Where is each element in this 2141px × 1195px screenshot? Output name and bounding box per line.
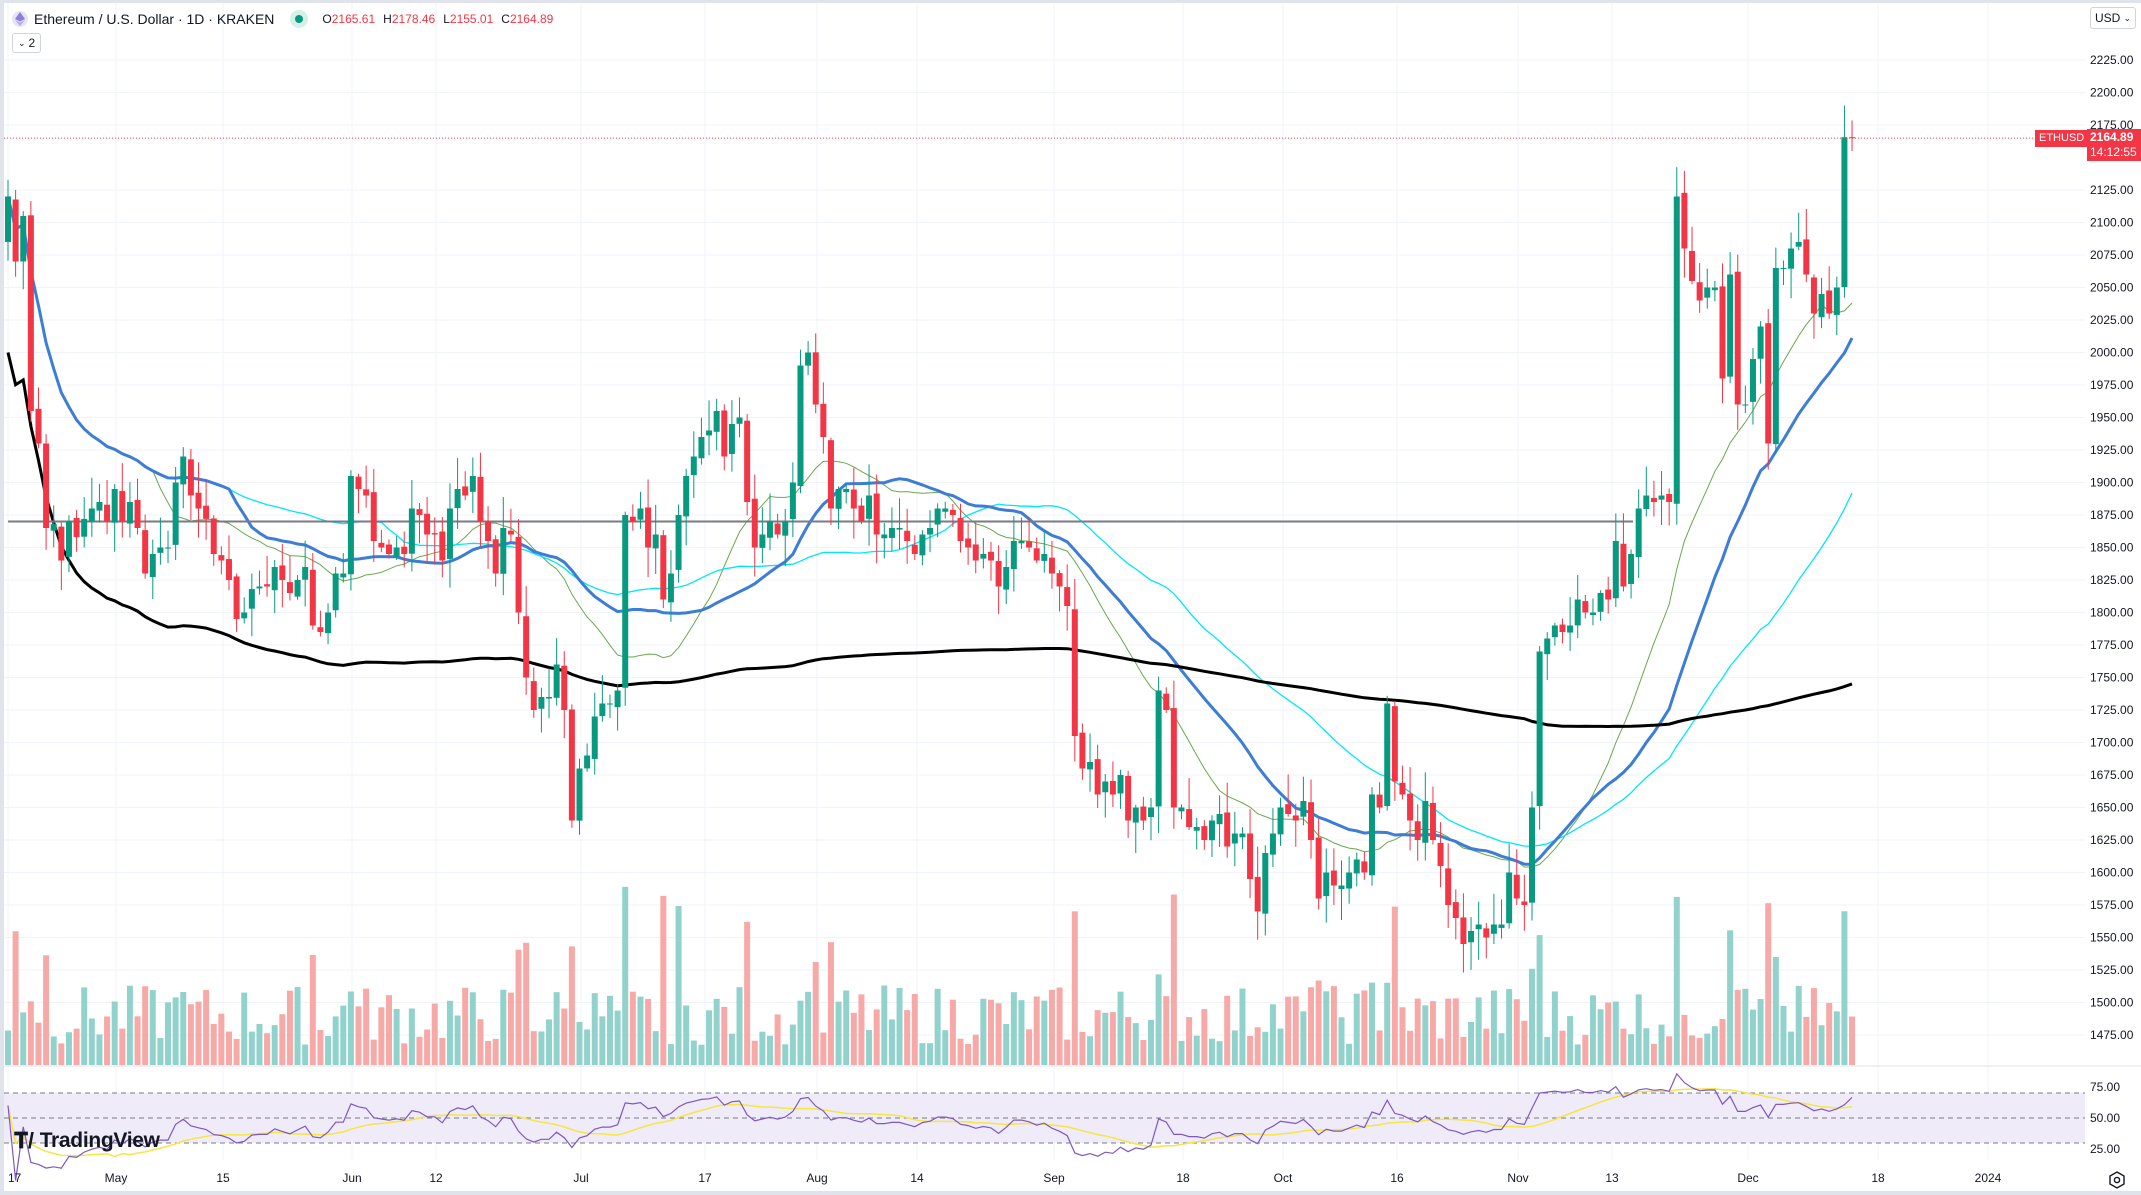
svg-text:2025.00: 2025.00 bbox=[2090, 313, 2134, 327]
bar-countdown: 14:12:55 bbox=[2090, 145, 2137, 159]
svg-text:2024: 2024 bbox=[1975, 1171, 2002, 1185]
currency-select[interactable]: USD ⌄ bbox=[2090, 7, 2136, 29]
volume-bars bbox=[5, 886, 1856, 1065]
svg-text:18: 18 bbox=[1871, 1171, 1885, 1185]
ma-20-line bbox=[7, 196, 1853, 868]
svg-text:1975.00: 1975.00 bbox=[2090, 378, 2134, 392]
svg-text:1900.00: 1900.00 bbox=[2090, 476, 2134, 490]
symbol-price-label: ETHUSD bbox=[2035, 130, 2089, 147]
indicators-collapse-button[interactable]: ⌄ 2 bbox=[12, 33, 42, 53]
svg-text:Jun: Jun bbox=[342, 1171, 361, 1185]
svg-text:50.00: 50.00 bbox=[2090, 1111, 2120, 1125]
rsi-line bbox=[7, 1072, 1853, 1181]
left-border bbox=[0, 0, 4, 1195]
ohlc-open: O2165.61 bbox=[322, 12, 376, 26]
svg-text:17: 17 bbox=[698, 1171, 712, 1185]
svg-text:1650.00: 1650.00 bbox=[2090, 801, 2134, 815]
tradingview-logo[interactable]: 𝐓/ TradingView bbox=[14, 1128, 160, 1153]
svg-text:75.00: 75.00 bbox=[2090, 1080, 2120, 1094]
svg-text:Jul: Jul bbox=[573, 1171, 588, 1185]
svg-text:2175.00: 2175.00 bbox=[2090, 118, 2134, 132]
chart-legend-header: Ethereum / U.S. Dollar · 1D · KRAKEN O21… bbox=[12, 8, 561, 30]
ohlc-low: L2155.01 bbox=[443, 12, 494, 26]
svg-text:1550.00: 1550.00 bbox=[2090, 931, 2134, 945]
tradingview-mark-icon: 𝐓/ bbox=[14, 1128, 34, 1153]
svg-text:2125.00: 2125.00 bbox=[2090, 183, 2134, 197]
svg-text:2050.00: 2050.00 bbox=[2090, 281, 2134, 295]
chevron-down-icon: ⌄ bbox=[18, 37, 26, 48]
svg-text:1775.00: 1775.00 bbox=[2090, 638, 2134, 652]
svg-text:14: 14 bbox=[910, 1171, 924, 1185]
ohlc-close: C2164.89 bbox=[501, 12, 554, 26]
svg-text:1925.00: 1925.00 bbox=[2090, 443, 2134, 457]
svg-text:2200.00: 2200.00 bbox=[2090, 86, 2134, 100]
svg-text:1950.00: 1950.00 bbox=[2090, 411, 2134, 425]
svg-text:25.00: 25.00 bbox=[2090, 1142, 2120, 1156]
svg-text:Oct: Oct bbox=[1274, 1171, 1293, 1185]
last-price-tag: 2164.89 14:12:55 bbox=[2087, 129, 2141, 161]
svg-text:1525.00: 1525.00 bbox=[2090, 963, 2134, 977]
svg-text:1875.00: 1875.00 bbox=[2090, 508, 2134, 522]
svg-text:16: 16 bbox=[1390, 1171, 1404, 1185]
svg-text:Nov: Nov bbox=[1507, 1171, 1528, 1185]
time-axis[interactable]: 17 May 15 Jun 12 Jul 17 Aug 14 Sep 18 Oct 16 Nov 13 Dec… bbox=[8, 1171, 2002, 1185]
svg-text:Dec: Dec bbox=[1737, 1171, 1758, 1185]
svg-text:18: 18 bbox=[1176, 1171, 1190, 1185]
svg-text:1850.00: 1850.00 bbox=[2090, 541, 2134, 555]
ohlc-high: H2178.46 bbox=[383, 12, 436, 26]
svg-text:1475.00: 1475.00 bbox=[2090, 1028, 2134, 1042]
settings-gear-icon[interactable] bbox=[2107, 1170, 2127, 1190]
market-open-status-icon bbox=[290, 10, 309, 28]
svg-text:May: May bbox=[105, 1171, 128, 1185]
svg-text:2100.00: 2100.00 bbox=[2090, 216, 2134, 230]
svg-text:1625.00: 1625.00 bbox=[2090, 833, 2134, 847]
svg-text:1575.00: 1575.00 bbox=[2090, 898, 2134, 912]
svg-text:1700.00: 1700.00 bbox=[2090, 736, 2134, 750]
svg-text:2000.00: 2000.00 bbox=[2090, 346, 2134, 360]
svg-text:2225.00: 2225.00 bbox=[2090, 53, 2134, 67]
svg-text:13: 13 bbox=[1605, 1171, 1619, 1185]
currency-label: USD bbox=[2095, 11, 2121, 25]
symbol-title[interactable]: Ethereum / U.S. Dollar · 1D · KRAKEN bbox=[34, 11, 275, 27]
svg-text:1600.00: 1600.00 bbox=[2090, 866, 2134, 880]
svg-text:1750.00: 1750.00 bbox=[2090, 671, 2134, 685]
svg-text:15: 15 bbox=[216, 1171, 230, 1185]
svg-text:2075.00: 2075.00 bbox=[2090, 248, 2134, 262]
ethereum-icon bbox=[12, 11, 28, 27]
svg-text:Sep: Sep bbox=[1043, 1171, 1065, 1185]
candlesticks bbox=[5, 105, 1856, 973]
top-border bbox=[0, 0, 2141, 3]
chevron-down-icon: ⌄ bbox=[2123, 12, 2131, 23]
bottom-border bbox=[0, 1191, 2141, 1195]
ma-30-line bbox=[6, 196, 1854, 866]
rsi-pane: 75.00 50.00 25.00 bbox=[4, 1072, 2120, 1181]
ma-200-line bbox=[6, 352, 1853, 729]
price-axis[interactable]: 2225.00 2200.00 2175.00 2125.00 2100.00 2075.… bbox=[2090, 53, 2134, 1042]
svg-text:1725.00: 1725.00 bbox=[2090, 703, 2134, 717]
svg-text:1800.00: 1800.00 bbox=[2090, 606, 2134, 620]
svg-text:1825.00: 1825.00 bbox=[2090, 573, 2134, 587]
svg-text:Aug: Aug bbox=[806, 1171, 827, 1185]
svg-text:1675.00: 1675.00 bbox=[2090, 768, 2134, 782]
last-price: 2164.89 bbox=[2090, 130, 2134, 144]
svg-text:12: 12 bbox=[429, 1171, 443, 1185]
svg-text:1500.00: 1500.00 bbox=[2090, 996, 2134, 1010]
svg-text:17: 17 bbox=[8, 1171, 22, 1185]
indicator-count: 2 bbox=[28, 36, 36, 50]
